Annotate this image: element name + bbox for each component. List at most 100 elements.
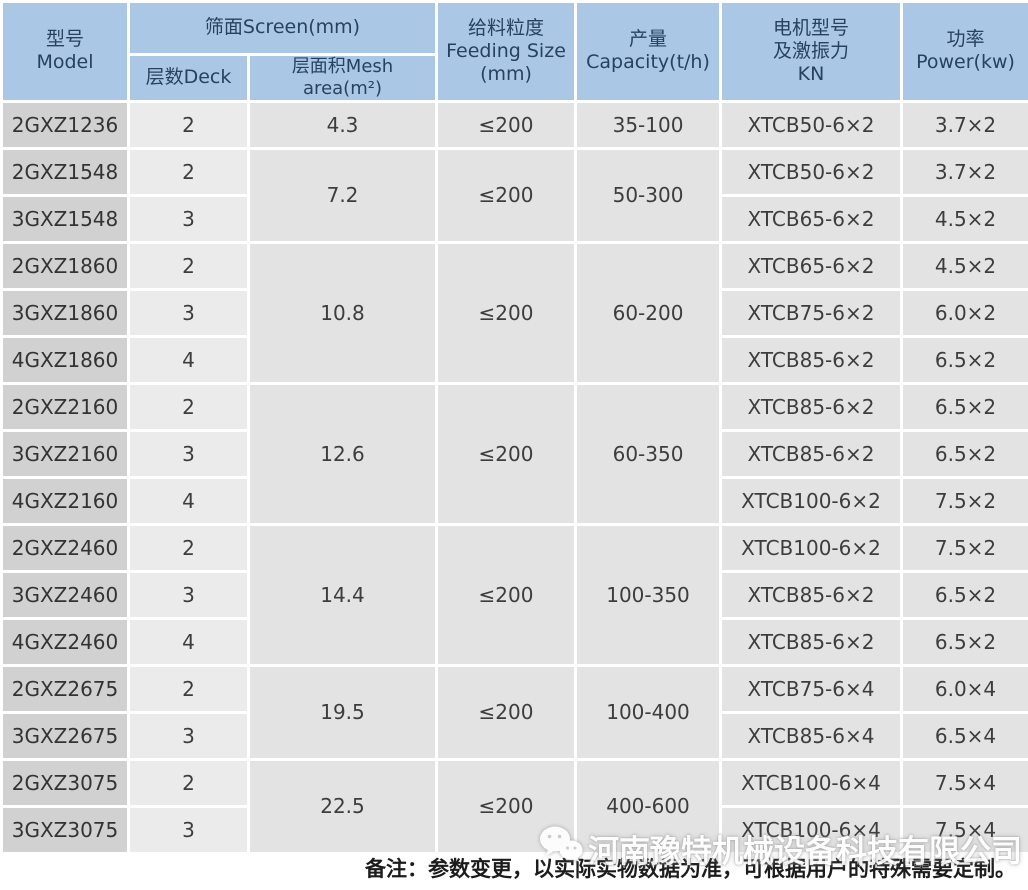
table-row: 3GXZ2160 3 XTCB85-6×2 6.5×2 xyxy=(3,431,1028,476)
header-deck: 层数Deck xyxy=(130,56,247,100)
model-cell: 3GXZ2675 xyxy=(3,713,127,758)
deck-cell: 2 xyxy=(130,243,247,288)
model-cell: 2GXZ1236 xyxy=(3,102,127,147)
table-row: 3GXZ3075 3 XTCB100-6×4 7.5×4 xyxy=(3,807,1028,852)
deck-cell: 2 xyxy=(130,102,247,147)
power-cell: 4.5×2 xyxy=(903,196,1028,241)
header-mesh-area: 层面积Mesh area(m²) xyxy=(250,56,436,100)
motor-cell: XTCB100-6×2 xyxy=(722,525,901,570)
motor-cell: XTCB85-6×4 xyxy=(722,713,901,758)
motor-cell: XTCB85-6×2 xyxy=(722,384,901,429)
spec-table: 型号 Model 筛面Screen(mm) 给料粒度 Feeding Size … xyxy=(3,3,1028,852)
table-row: 3GXZ2460 3 XTCB85-6×2 6.5×2 xyxy=(3,572,1028,617)
power-cell: 6.5×4 xyxy=(903,713,1028,758)
power-cell: 6.5×2 xyxy=(903,572,1028,617)
table-row: 4GXZ2460 4 XTCB85-6×2 6.5×2 xyxy=(3,619,1028,664)
mesh-area-cell: 22.5 xyxy=(250,760,436,852)
model-cell: 3GXZ2160 xyxy=(3,431,127,476)
model-cell: 2GXZ1860 xyxy=(3,243,127,288)
model-cell: 2GXZ1548 xyxy=(3,149,127,194)
table-row: 2GXZ2160 2 12.6 ≤200 60-350 XTCB85-6×2 6.5×2 xyxy=(3,384,1028,523)
deck-cell: 3 xyxy=(130,572,247,617)
deck-cell: 3 xyxy=(130,713,247,758)
capacity-cell: 60-200 xyxy=(577,243,720,382)
motor-cell: XTCB85-6×2 xyxy=(722,572,901,617)
model-cell: 4GXZ1860 xyxy=(3,337,127,382)
feeding-size-cell: ≤200 xyxy=(438,102,575,147)
capacity-cell: 35-100 xyxy=(577,102,720,147)
model-cell: 2GXZ2460 xyxy=(3,525,127,570)
feeding-size-cell: ≤200 xyxy=(438,760,575,852)
table-row: 4GXZ1860 4 XTCB85-6×2 6.5×2 xyxy=(3,337,1028,382)
power-cell: 7.5×2 xyxy=(903,525,1028,570)
motor-cell: XTCB50-6×2 xyxy=(722,102,901,147)
motor-cell: XTCB85-6×2 xyxy=(722,431,901,476)
motor-cell: XTCB100-6×2 xyxy=(722,478,901,523)
motor-cell: XTCB65-6×2 xyxy=(722,243,901,288)
deck-cell: 2 xyxy=(130,666,247,711)
table-row: 2GXZ2460 2 14.4 ≤200 100-350 XTCB100-6×2 7.5×2 xyxy=(3,525,1028,664)
table-row: 2GXZ1548 2 7.2 ≤200 50-300 XTCB50-6×2 3.7×2 xyxy=(3,149,1028,241)
table-row: 2GXZ3075 2 22.5 ≤200 400-600 XTCB100-6×4 7.5×4 xyxy=(3,760,1028,852)
table-row: 4GXZ2160 4 XTCB100-6×2 7.5×2 xyxy=(3,478,1028,523)
model-cell: 3GXZ1860 xyxy=(3,290,127,335)
deck-cell: 3 xyxy=(130,431,247,476)
mesh-area-cell: 14.4 xyxy=(250,525,436,664)
motor-cell: XTCB85-6×2 xyxy=(722,337,901,382)
table-row: 2GXZ2675 2 19.5 ≤200 100-400 XTCB75-6×4 6.0×4 xyxy=(3,666,1028,758)
motor-cell: XTCB85-6×2 xyxy=(722,619,901,664)
capacity-cell: 100-350 xyxy=(577,525,720,664)
power-cell: 6.0×2 xyxy=(903,290,1028,335)
mesh-area-cell: 10.8 xyxy=(250,243,436,382)
power-cell: 7.5×4 xyxy=(903,807,1028,852)
table-row: 3GXZ1548 3 XTCB65-6×2 4.5×2 xyxy=(3,196,1028,241)
deck-cell: 2 xyxy=(130,760,247,805)
model-cell: 2GXZ2675 xyxy=(3,666,127,711)
header-model: 型号 Model xyxy=(3,3,127,100)
deck-cell: 3 xyxy=(130,807,247,852)
deck-cell: 2 xyxy=(130,149,247,194)
table-row: 3GXZ1860 3 XTCB75-6×2 6.0×2 xyxy=(3,290,1028,335)
mesh-area-cell: 12.6 xyxy=(250,384,436,523)
power-cell: 6.5×2 xyxy=(903,384,1028,429)
mesh-area-cell: 7.2 xyxy=(250,149,436,241)
table-row: 2GXZ1236 2 4.3 ≤200 35-100 XTCB50-6×2 3.7×2 xyxy=(3,102,1028,147)
motor-cell: XTCB75-6×2 xyxy=(722,290,901,335)
feeding-size-cell: ≤200 xyxy=(438,149,575,241)
model-cell: 4GXZ2460 xyxy=(3,619,127,664)
power-cell: 3.7×2 xyxy=(903,102,1028,147)
header-capacity: 产量 Capacity(t/h) xyxy=(577,3,720,100)
header-power: 功率 Power(kw) xyxy=(903,3,1028,100)
deck-cell: 4 xyxy=(130,478,247,523)
motor-cell: XTCB75-6×4 xyxy=(722,666,901,711)
header-feeding-size: 给料粒度 Feeding Size (mm) xyxy=(438,3,575,100)
power-cell: 6.5×2 xyxy=(903,431,1028,476)
deck-cell: 2 xyxy=(130,384,247,429)
motor-cell: XTCB100-6×4 xyxy=(722,760,901,805)
model-cell: 4GXZ2160 xyxy=(3,478,127,523)
feeding-size-cell: ≤200 xyxy=(438,384,575,523)
power-cell: 7.5×2 xyxy=(903,478,1028,523)
spec-table-body: 2GXZ1236 2 4.3 ≤200 35-100 XTCB50-6×2 3.7×2 2GX… xyxy=(3,102,1028,852)
header-screen-group: 筛面Screen(mm) xyxy=(130,3,436,53)
model-cell: 2GXZ3075 xyxy=(3,760,127,805)
power-cell: 7.5×4 xyxy=(903,760,1028,805)
model-cell: 2GXZ2160 xyxy=(3,384,127,429)
table-row: 3GXZ2675 3 XTCB85-6×4 6.5×4 xyxy=(3,713,1028,758)
capacity-cell: 100-400 xyxy=(577,666,720,758)
power-cell: 4.5×2 xyxy=(903,243,1028,288)
deck-cell: 4 xyxy=(130,337,247,382)
model-cell: 3GXZ3075 xyxy=(3,807,127,852)
power-cell: 6.5×2 xyxy=(903,619,1028,664)
footer-note: 备注：参数变更，以实际实物数据为准，可根据用户的特殊需要定制。 xyxy=(365,857,1016,881)
mesh-area-cell: 19.5 xyxy=(250,666,436,758)
model-cell: 3GXZ2460 xyxy=(3,572,127,617)
header-motor: 电机型号 及激振力 KN xyxy=(722,3,901,100)
motor-cell: XTCB50-6×2 xyxy=(722,149,901,194)
deck-cell: 4 xyxy=(130,619,247,664)
feeding-size-cell: ≤200 xyxy=(438,525,575,664)
table-header: 型号 Model 筛面Screen(mm) 给料粒度 Feeding Size … xyxy=(3,3,1028,100)
power-cell: 6.0×4 xyxy=(903,666,1028,711)
motor-cell: XTCB100-6×4 xyxy=(722,807,901,852)
capacity-cell: 50-300 xyxy=(577,149,720,241)
